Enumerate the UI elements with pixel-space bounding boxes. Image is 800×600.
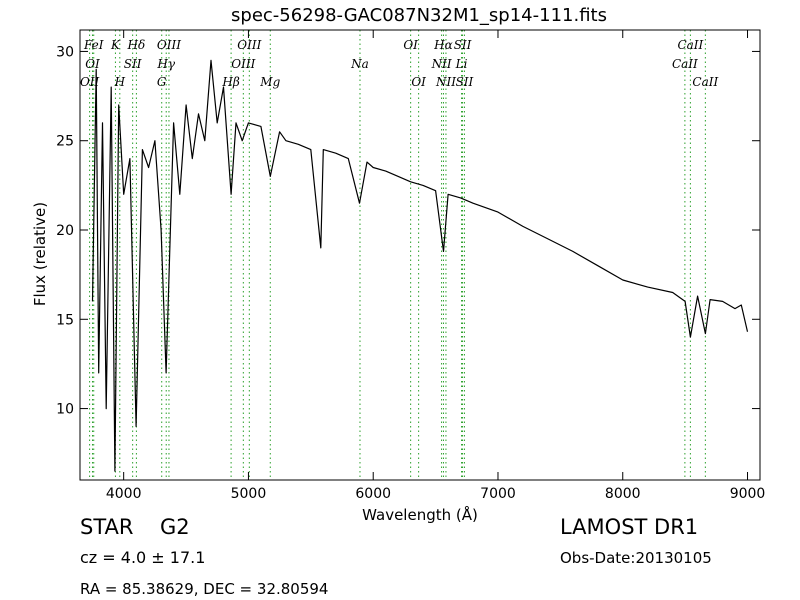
line-label: H [114,75,126,89]
spectrum-line [91,59,749,472]
line-label: NII [435,75,456,89]
y-tick-label: 15 [56,312,74,328]
y-tick-label: 10 [56,402,74,418]
x-tick-label: 8000 [605,486,641,502]
x-axis-label: Wavelength (Å) [362,506,478,524]
line-label: OII [80,75,100,89]
x-tick-label: 5000 [231,486,267,502]
line-label: OI [85,57,100,71]
line-label: Na [350,57,369,71]
line-label: CaII [672,57,698,71]
line-label: OI [403,38,418,52]
line-label: NII [431,57,452,71]
line-label: CaII [692,75,718,89]
y-tick-label: 20 [56,223,74,239]
plot-frame [79,29,761,481]
spectrum-group [91,59,749,472]
object-class: STAR [80,515,134,539]
x-tick-label: 7000 [480,486,516,502]
line-label: Li [455,57,468,71]
y-axis-label: Flux (relative) [31,201,49,307]
chart-title: spec-56298-GAC087N32M1_sp14-111.fits [231,5,607,26]
line-label: OIII [237,38,261,52]
ra-dec-coordinates: RA = 85.38629, DEC = 32.80594 [80,580,329,598]
y-tick-label: 25 [56,134,74,150]
line-label: FeI [83,38,104,52]
redshift-cz: cz = 4.0 ± 17.1 [80,548,206,567]
observation-date: Obs-Date:20130105 [560,549,712,567]
line-label: SII [454,38,472,52]
line-label: Hβ [221,75,239,89]
line-label: K [110,38,121,52]
line-labels: OI FeI OII K H SII Hδ Hγ G OIII Hβ OIII OIII Mg Na OI OI… [80,38,719,89]
line-label: Hδ [127,38,146,52]
x-tick-label: 9000 [730,486,766,502]
x-tick-label: 4000 [106,486,142,502]
line-label: Mg [259,75,280,89]
line-label: SII [124,57,142,71]
line-label: Hγ [156,57,175,71]
survey-name: LAMOST DR1 [560,515,699,539]
line-label: CaII [677,38,703,52]
line-label: OI [411,75,426,89]
line-label: G [157,75,167,89]
y-tick-label: 30 [56,44,74,60]
axis-ticks: 4000 5000 6000 7000 8000 9000 10 15 20 25 30 [56,30,765,502]
line-label: OIII [157,38,181,52]
line-label: Hα [433,38,453,52]
line-label: OIII [231,57,255,71]
line-markers [89,30,706,480]
object-subclass: G2 [160,515,190,539]
line-label: SII [456,75,474,89]
x-tick-label: 6000 [355,486,391,502]
